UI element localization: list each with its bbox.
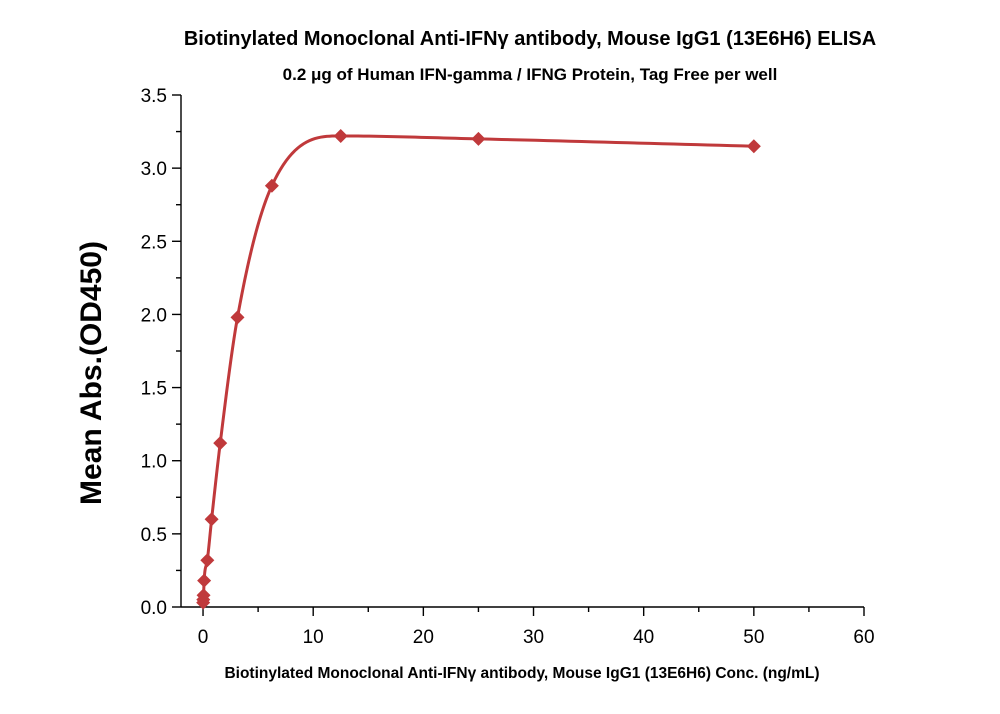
y-ticks: 0.0 0.5 1.0 1.5 2.0 2.5 3.0 3.5 [141,86,181,619]
data-point [200,553,215,568]
data-point [333,128,348,143]
data-points [196,128,761,610]
x-tick-label: 60 [853,627,874,648]
data-point [471,131,486,146]
y-tick-label: 1.5 [141,379,167,400]
data-point [264,178,279,193]
x-tick-label: 40 [633,627,654,648]
y-tick-label: 0.5 [141,525,167,546]
x-tick-label: 0 [198,627,209,648]
y-tick-label: 2.5 [141,232,167,253]
x-axis-label: Biotinylated Monoclonal Anti-IFNγ antibo… [224,665,819,682]
data-point [204,512,219,527]
x-tick-label: 20 [413,627,434,648]
y-tick-label: 1.0 [141,452,167,473]
x-tick-label: 50 [743,627,764,648]
data-point [746,139,761,154]
x-ticks: 0 10 20 30 40 50 60 [198,607,875,648]
fit-curve [201,134,754,603]
data-point [213,436,228,451]
x-tick-label: 30 [523,627,544,648]
y-tick-label: 0.0 [141,598,167,619]
chart-subtitle: 0.2 μg of Human IFN-gamma / IFNG Protein… [283,65,778,84]
x-tick-label: 10 [303,627,324,648]
data-point [230,310,245,325]
y-tick-label: 2.0 [141,305,167,326]
data-point [197,573,212,588]
y-axis-label: Mean Abs.(OD450) [75,241,108,505]
y-tick-label: 3.0 [141,159,167,180]
y-tick-label: 3.5 [141,86,167,107]
chart-title: Biotinylated Monoclonal Anti-IFNγ antibo… [184,28,876,50]
data-point [196,588,211,603]
